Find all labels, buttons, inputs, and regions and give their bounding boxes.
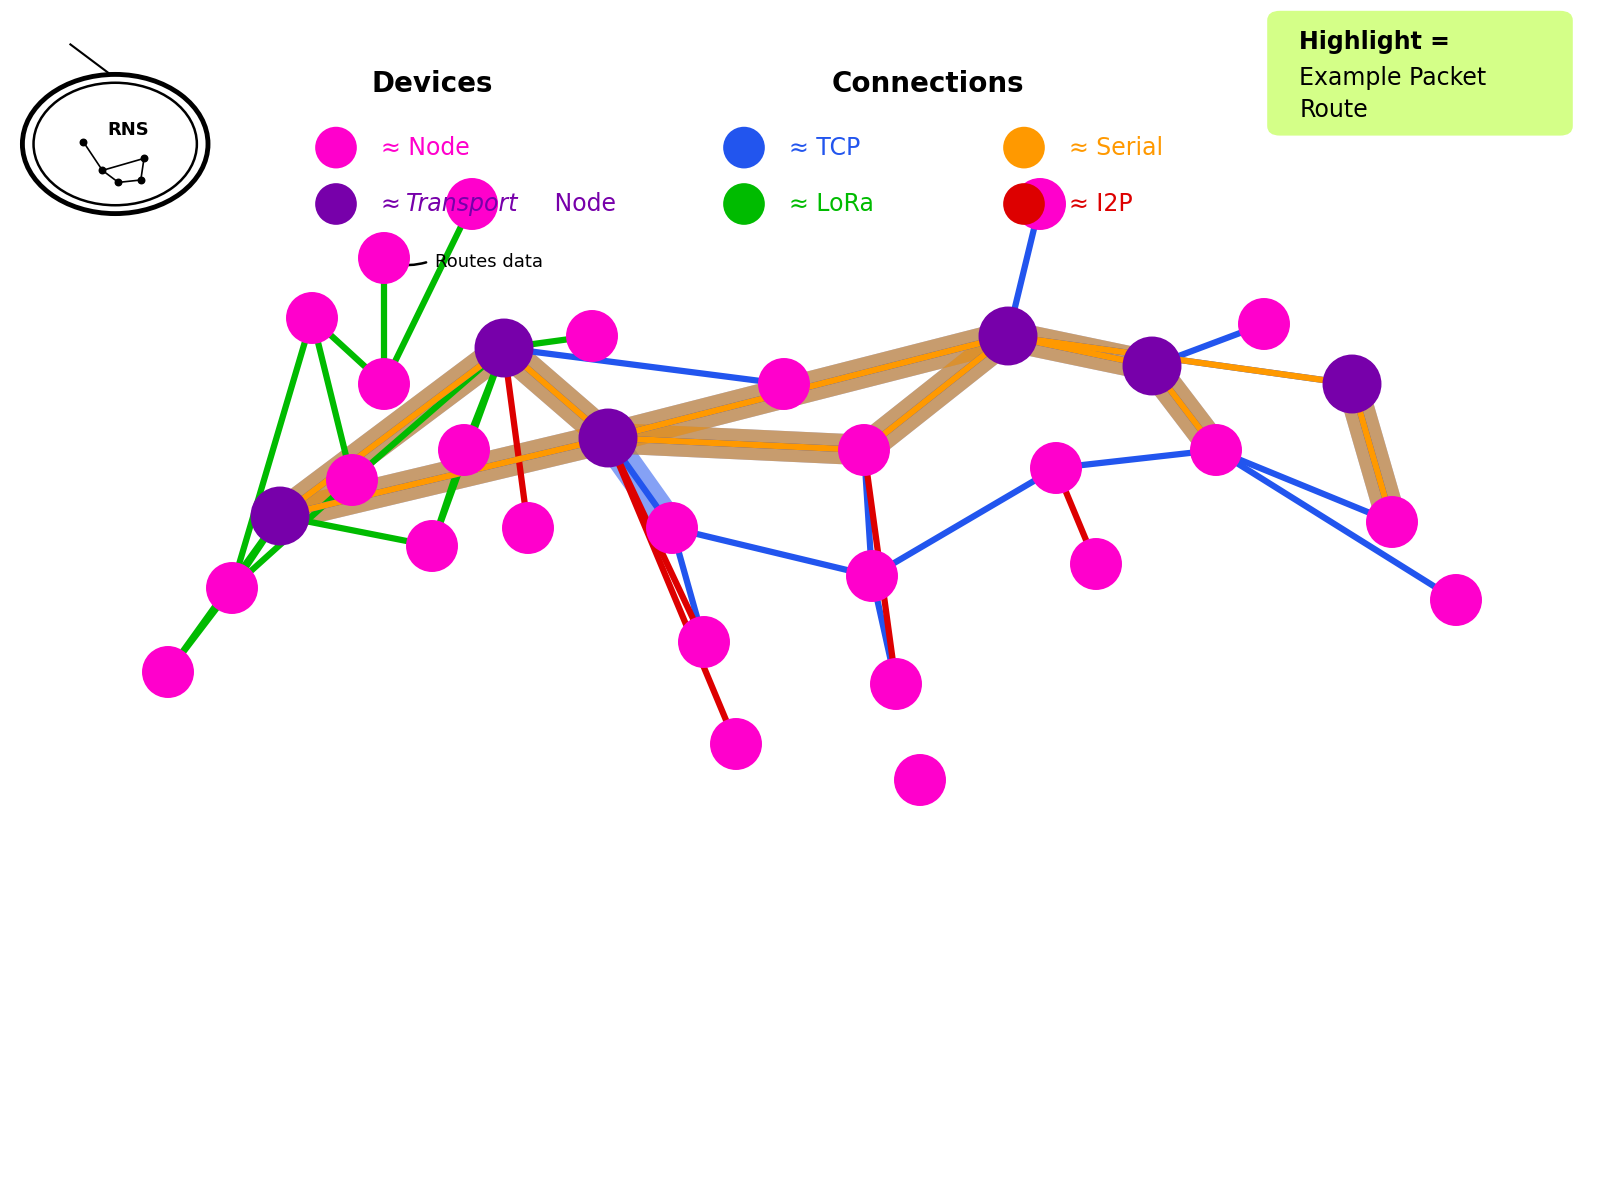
Text: Route: Route [1299, 98, 1368, 122]
Text: ≈ TCP: ≈ TCP [789, 136, 861, 160]
Text: ≈ Serial: ≈ Serial [1069, 136, 1163, 160]
Point [70, 132, 96, 151]
Point [1251, 314, 1277, 334]
Point [90, 161, 115, 180]
Point [1443, 590, 1469, 610]
Point [491, 338, 517, 358]
Point [579, 326, 605, 346]
Point [155, 662, 181, 682]
Point [771, 374, 797, 394]
FancyBboxPatch shape [1267, 11, 1573, 136]
Point [459, 194, 485, 214]
Point [451, 440, 477, 460]
Point [339, 470, 365, 490]
Point [1379, 512, 1405, 532]
Point [1043, 458, 1069, 478]
Point [995, 326, 1021, 346]
Point [299, 308, 325, 328]
Point [106, 173, 131, 192]
Point [1339, 374, 1365, 394]
Text: Highlight =: Highlight = [1299, 30, 1450, 54]
Point [1011, 138, 1037, 157]
Point [267, 506, 293, 526]
Point [515, 518, 541, 538]
Text: Example Packet: Example Packet [1299, 66, 1486, 90]
Text: ≈ LoRa: ≈ LoRa [789, 192, 874, 216]
Text: Transport: Transport [406, 192, 518, 216]
Point [419, 536, 445, 556]
Point [128, 170, 154, 190]
Point [1083, 554, 1109, 574]
Point [859, 566, 885, 586]
Text: ≈ I2P: ≈ I2P [1069, 192, 1133, 216]
Point [1011, 194, 1037, 214]
Point [659, 518, 685, 538]
Point [731, 194, 757, 214]
Point [691, 632, 717, 652]
Point [595, 428, 621, 448]
Text: Routes data: Routes data [435, 252, 544, 270]
Text: ≈ Node: ≈ Node [381, 136, 469, 160]
Point [371, 374, 397, 394]
Point [1203, 440, 1229, 460]
Point [371, 248, 397, 268]
Point [883, 674, 909, 694]
Text: Node: Node [547, 192, 616, 216]
Text: RNS: RNS [107, 120, 149, 138]
Point [323, 194, 349, 214]
Point [1027, 194, 1053, 214]
Point [219, 578, 245, 598]
Point [731, 138, 757, 157]
Text: ≈: ≈ [381, 192, 408, 216]
Point [723, 734, 749, 754]
Point [1139, 356, 1165, 376]
Text: Devices: Devices [371, 70, 493, 98]
Text: Connections: Connections [832, 70, 1024, 98]
Point [907, 770, 933, 790]
Point [131, 149, 157, 168]
Point [851, 440, 877, 460]
Point [323, 138, 349, 157]
